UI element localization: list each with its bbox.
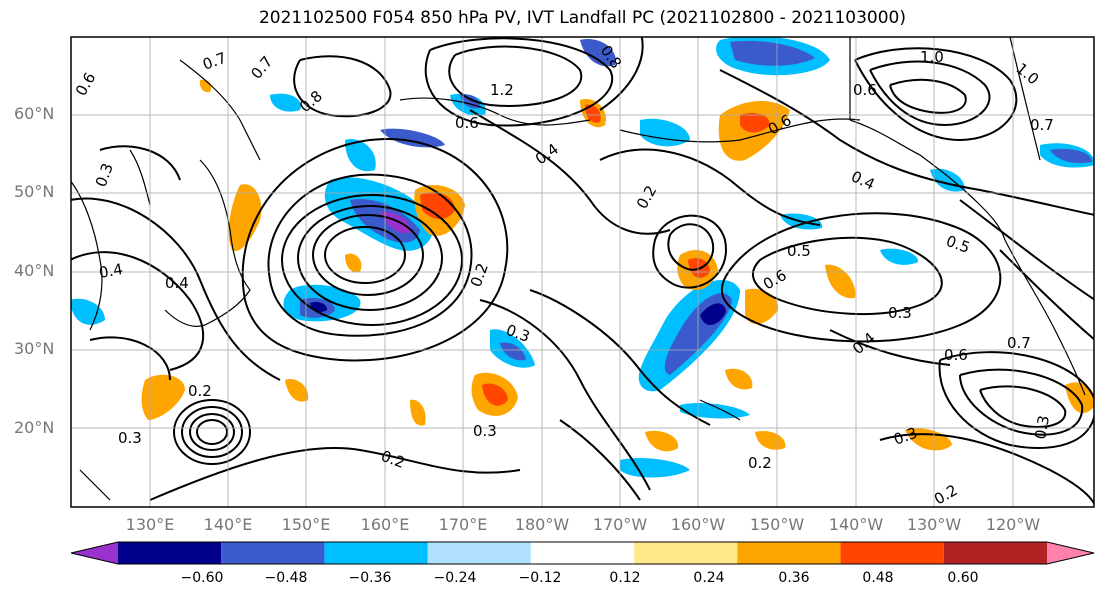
colorbar-segment [840, 542, 944, 564]
colorbar-segment [1047, 542, 1094, 564]
coastlines [71, 37, 1086, 501]
colorbar-tick-label: 0.60 [947, 570, 979, 586]
colorbar-segment [530, 542, 635, 564]
colorbar-segment [634, 542, 738, 564]
lon-label: 140°W [828, 515, 884, 534]
colorbar-tick-label: −0.24 [433, 570, 477, 586]
lon-label: 150°E [281, 515, 331, 534]
map-plot: 0.6 0.7 0.7 0.8 0.8 1.2 0.6 1.0 0.6 1.0 … [70, 36, 1095, 508]
lon-label: 140°E [203, 515, 253, 534]
contour-label: 0.2 [188, 382, 212, 400]
lat-label: 20°N [14, 418, 55, 437]
lon-label: 170°W [592, 515, 648, 534]
contour-label: 0.6 [944, 346, 968, 364]
lat-label: 40°N [14, 261, 55, 280]
contour-label: 0.3 [473, 422, 497, 440]
colorbar-tick-label: 0.48 [862, 570, 894, 586]
lat-label: 50°N [14, 182, 55, 201]
colorbar-segment [737, 542, 841, 564]
contour-label: 0.2 [748, 454, 772, 472]
lat-label: 30°N [14, 339, 55, 358]
contour-label: 0.4 [98, 260, 125, 282]
contour-lines [71, 37, 1094, 506]
colorbar-segments [71, 542, 1094, 564]
contour-label: 0.3 [888, 304, 912, 322]
lon-label: 180°W [514, 515, 570, 534]
contour-label: 0.6 [455, 114, 479, 132]
positive-fill-areas [141, 79, 1094, 452]
contour-label: 0.3 [118, 429, 142, 447]
colorbar-tick-label: −0.60 [180, 570, 224, 586]
contour-label: 0.5 [787, 242, 811, 260]
map-frame [70, 36, 1095, 508]
lon-label: 160°W [670, 515, 726, 534]
contour-label: 0.7 [1030, 116, 1054, 134]
colorbar-tick-label: 0.12 [609, 570, 641, 586]
contour-label: 0.3 [1031, 414, 1053, 441]
colorbar-tick-label: −0.36 [348, 570, 392, 586]
lon-label: 150°W [749, 515, 805, 534]
colorbar-tick-label: 0.36 [778, 570, 810, 586]
lon-label: 120°W [985, 515, 1041, 534]
colorbar-tick-label: −0.48 [264, 570, 308, 586]
colorbar-segment [943, 542, 1047, 564]
colorbar-segment [118, 542, 222, 564]
colorbar-segment [71, 542, 118, 564]
contour-label: 0.4 [165, 274, 189, 292]
colorbar-segment [427, 542, 531, 564]
lat-label: 60°N [14, 104, 55, 123]
contour-label: 0.7 [1007, 334, 1031, 352]
colorbar-tick-label: −0.12 [518, 570, 562, 586]
lon-label: 130°E [125, 515, 175, 534]
colorbar-segment [324, 542, 428, 564]
colorbar-tick-label: 0.24 [693, 570, 725, 586]
colorbar-segment [221, 542, 325, 564]
lon-label: 130°W [906, 515, 962, 534]
grid-lines [71, 37, 1094, 507]
map-title: 2021102500 F054 850 hPa PV, IVT Landfall… [258, 8, 906, 28]
lon-label: 170°E [438, 515, 488, 534]
colorbar-outline [70, 541, 1095, 565]
lon-label: 160°E [360, 515, 410, 534]
contour-label: 1.0 [920, 48, 944, 66]
contour-label: 1.2 [490, 81, 514, 99]
contour-label: 0.6 [853, 81, 877, 99]
